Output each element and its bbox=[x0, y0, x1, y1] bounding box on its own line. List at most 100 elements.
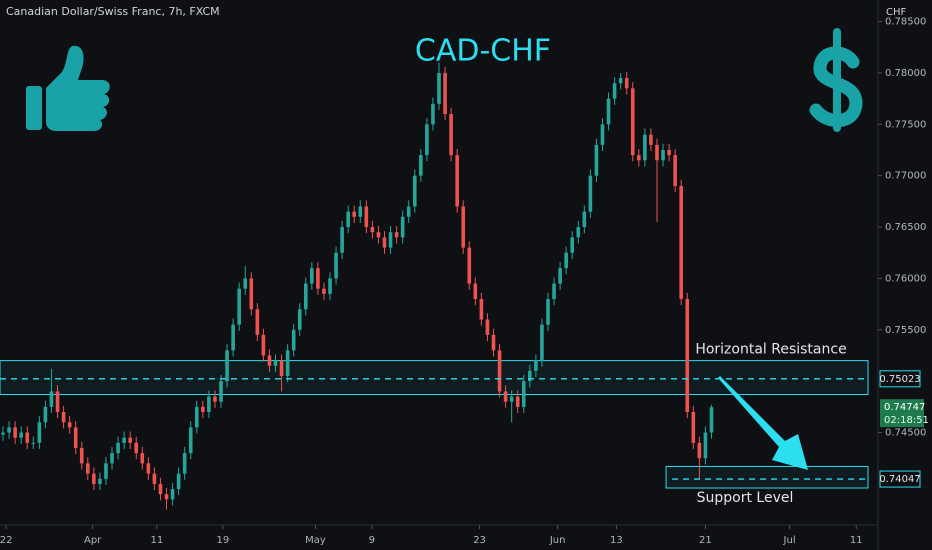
y-tick-label: 0.78500 bbox=[885, 17, 926, 28]
plot-area bbox=[0, 62, 869, 510]
candle-body bbox=[152, 473, 157, 484]
candle-body bbox=[207, 396, 211, 412]
candle-body bbox=[13, 427, 17, 438]
candle-body bbox=[528, 370, 532, 382]
candle-body bbox=[443, 72, 447, 115]
zone-label: Support Level bbox=[697, 490, 794, 506]
candle-body bbox=[709, 407, 714, 433]
level-label-box bbox=[879, 370, 921, 388]
candle-body bbox=[122, 437, 126, 443]
level-label-box bbox=[879, 470, 921, 488]
candle-body bbox=[521, 381, 526, 407]
candle-body bbox=[322, 288, 326, 294]
candle-body bbox=[570, 237, 575, 253]
candle-body bbox=[703, 432, 708, 459]
candle-body bbox=[437, 72, 441, 104]
candle-body bbox=[43, 406, 48, 423]
candle-body bbox=[455, 155, 459, 207]
price-label-box bbox=[880, 399, 924, 428]
y-tick-label: 0.75500 bbox=[885, 325, 926, 336]
candle-body bbox=[31, 442, 36, 444]
price-label: 0.74747 bbox=[884, 402, 925, 413]
candle-body bbox=[388, 232, 393, 248]
x-tick-label: Apr bbox=[84, 535, 102, 546]
candle-body bbox=[92, 473, 96, 484]
x-tick-label: May bbox=[305, 535, 326, 546]
y-tick-label: 0.76000 bbox=[885, 273, 926, 284]
candle-body bbox=[655, 144, 659, 161]
candle-body bbox=[219, 381, 223, 402]
candle-body bbox=[7, 427, 11, 433]
candle-body bbox=[667, 150, 671, 156]
dollar-icon bbox=[809, 28, 863, 132]
candle-body bbox=[358, 206, 363, 217]
x-tick-label: 11 bbox=[150, 535, 163, 546]
candle-body bbox=[110, 453, 114, 464]
candle-body bbox=[485, 319, 490, 335]
candle-body bbox=[400, 216, 405, 238]
candle-body bbox=[37, 422, 42, 443]
zone-label: Horizontal Resistance bbox=[695, 342, 846, 358]
candle-body bbox=[467, 247, 472, 284]
x-tick-label: 13 bbox=[610, 535, 623, 546]
candle-body bbox=[176, 473, 181, 490]
candle-body bbox=[394, 232, 399, 238]
candle-body bbox=[98, 478, 102, 484]
y-tick-label: 0.78000 bbox=[885, 68, 926, 79]
level-label: 0.75023 bbox=[879, 374, 920, 385]
candle-body bbox=[285, 350, 290, 377]
candle-body bbox=[594, 144, 599, 176]
candle-body bbox=[685, 298, 690, 412]
candle-body bbox=[346, 211, 350, 228]
candle-body bbox=[540, 324, 544, 361]
candle-body bbox=[419, 155, 423, 176]
x-tick-label: 22 bbox=[0, 535, 12, 546]
candle-body bbox=[600, 124, 605, 145]
candle-body bbox=[182, 453, 187, 474]
candle-body bbox=[140, 453, 145, 464]
candle-body bbox=[49, 391, 54, 407]
candle-body bbox=[370, 227, 375, 233]
candle-body bbox=[340, 227, 344, 253]
chart-title: Canadian Dollar/Swiss Franc, 7h, FXCM bbox=[6, 5, 220, 18]
candle-body bbox=[273, 360, 278, 366]
x-tick-label: 23 bbox=[473, 535, 486, 546]
x-tick-label: 21 bbox=[699, 535, 712, 546]
candle-body bbox=[352, 211, 357, 217]
candle-body bbox=[146, 463, 151, 474]
candle-body bbox=[279, 360, 284, 377]
candle-body bbox=[364, 206, 369, 228]
candle-body bbox=[201, 406, 205, 412]
candle-body bbox=[213, 396, 217, 402]
candle-body bbox=[376, 232, 381, 238]
y-tick-label: 0.76500 bbox=[885, 222, 926, 233]
candle-body bbox=[225, 350, 229, 382]
level-label: 0.74047 bbox=[879, 474, 920, 485]
countdown-label: 02:18:51 bbox=[884, 415, 929, 426]
candle-body bbox=[297, 309, 302, 330]
candle-body bbox=[19, 432, 23, 438]
candle-body bbox=[612, 83, 617, 99]
candle-body bbox=[630, 88, 635, 156]
icon-hand bbox=[46, 45, 110, 132]
candle-body bbox=[316, 268, 320, 289]
candle-body bbox=[558, 268, 562, 284]
candle-body bbox=[406, 206, 411, 217]
y-tick-label: 0.77500 bbox=[885, 119, 926, 130]
candle-body bbox=[188, 427, 193, 454]
candle-body bbox=[473, 283, 478, 299]
candle-body bbox=[564, 252, 568, 269]
candle-body bbox=[509, 396, 514, 402]
zone bbox=[0, 360, 869, 396]
candle-body bbox=[134, 442, 139, 454]
candle-body bbox=[673, 155, 677, 186]
candle-body bbox=[164, 494, 169, 500]
candle-body bbox=[86, 463, 90, 474]
x-tick-label: 19 bbox=[216, 535, 229, 546]
candle-body bbox=[697, 442, 702, 459]
arrow bbox=[718, 376, 808, 470]
candle-body bbox=[637, 155, 641, 161]
candle-body bbox=[25, 432, 30, 443]
